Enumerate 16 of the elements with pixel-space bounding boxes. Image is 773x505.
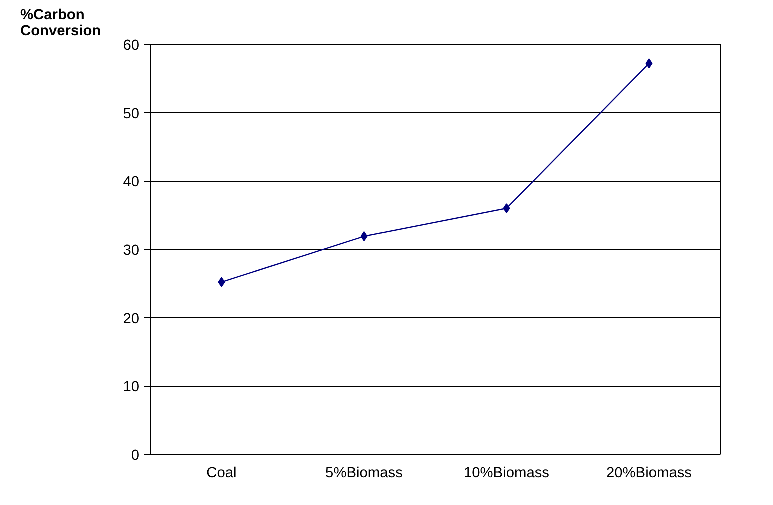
y-tick-label: 30	[123, 243, 140, 259]
point	[360, 232, 368, 242]
x-tick-label: 5%Biomass	[326, 466, 403, 482]
y-tick-label: 0	[131, 448, 140, 464]
y-axis-title: %Carbon Conversion	[20, 8, 102, 40]
x-tick-label: 20%Biomass	[606, 466, 692, 482]
y-tick-label: 40	[123, 174, 140, 191]
y-tick-label: 10	[123, 380, 140, 396]
y-tick-label: 60	[123, 38, 140, 54]
x-tick-label: Coal	[206, 466, 237, 482]
point	[218, 277, 226, 288]
point	[646, 58, 653, 69]
y-tick-label: 20	[123, 311, 140, 328]
point	[503, 204, 510, 214]
y-tick-label: 50	[123, 106, 140, 122]
x-tick-label: 10%Biomass	[464, 466, 550, 482]
